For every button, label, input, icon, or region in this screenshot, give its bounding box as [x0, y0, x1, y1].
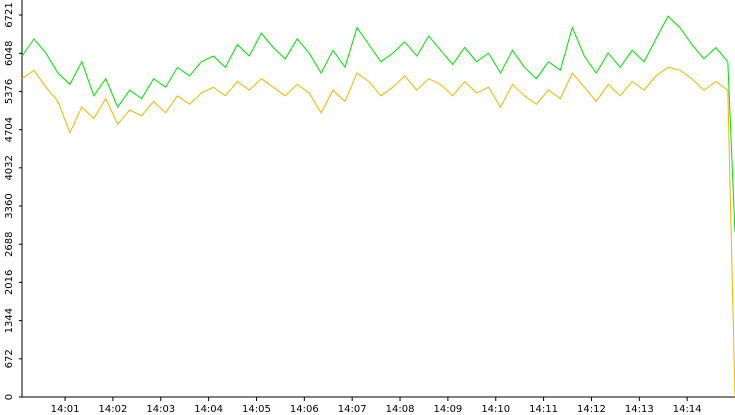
x-tick-label: 14:05: [242, 404, 271, 415]
y-tick-label: 1344: [4, 308, 15, 333]
y-tick-label: 3360: [4, 193, 15, 218]
series-line: [21, 15, 735, 233]
y-tick-label: 6721: [4, 2, 15, 27]
y-tick-label: 672: [4, 349, 15, 368]
x-tick-label: 14:11: [529, 404, 558, 415]
x-tick-label: 14:07: [338, 404, 367, 415]
x-tick-label: 14:12: [577, 404, 606, 415]
y-tick-label: 2016: [4, 270, 15, 295]
x-tick-label: 14:14: [673, 404, 702, 415]
y-tick-label: 5376: [4, 79, 15, 104]
x-tick-label: 14:13: [625, 404, 654, 415]
x-tick-label: 14:04: [194, 404, 223, 415]
x-tick-label: 14:08: [386, 404, 415, 415]
series-line: [21, 66, 735, 398]
x-tick-label: 14:09: [433, 404, 462, 415]
y-tick-label: 6048: [4, 41, 15, 66]
y-tick-label: 0: [4, 394, 15, 400]
x-tick-label: 14:10: [481, 404, 510, 415]
y-tick-label: 2688: [4, 231, 15, 256]
x-tick-label: 14:03: [146, 404, 175, 415]
x-tick-label: 14:06: [290, 404, 319, 415]
x-tick-label: 14:01: [51, 404, 80, 415]
y-tick-label: 4032: [4, 155, 15, 180]
y-tick-label: 4704: [4, 117, 15, 142]
x-tick-label: 14:02: [99, 404, 128, 415]
